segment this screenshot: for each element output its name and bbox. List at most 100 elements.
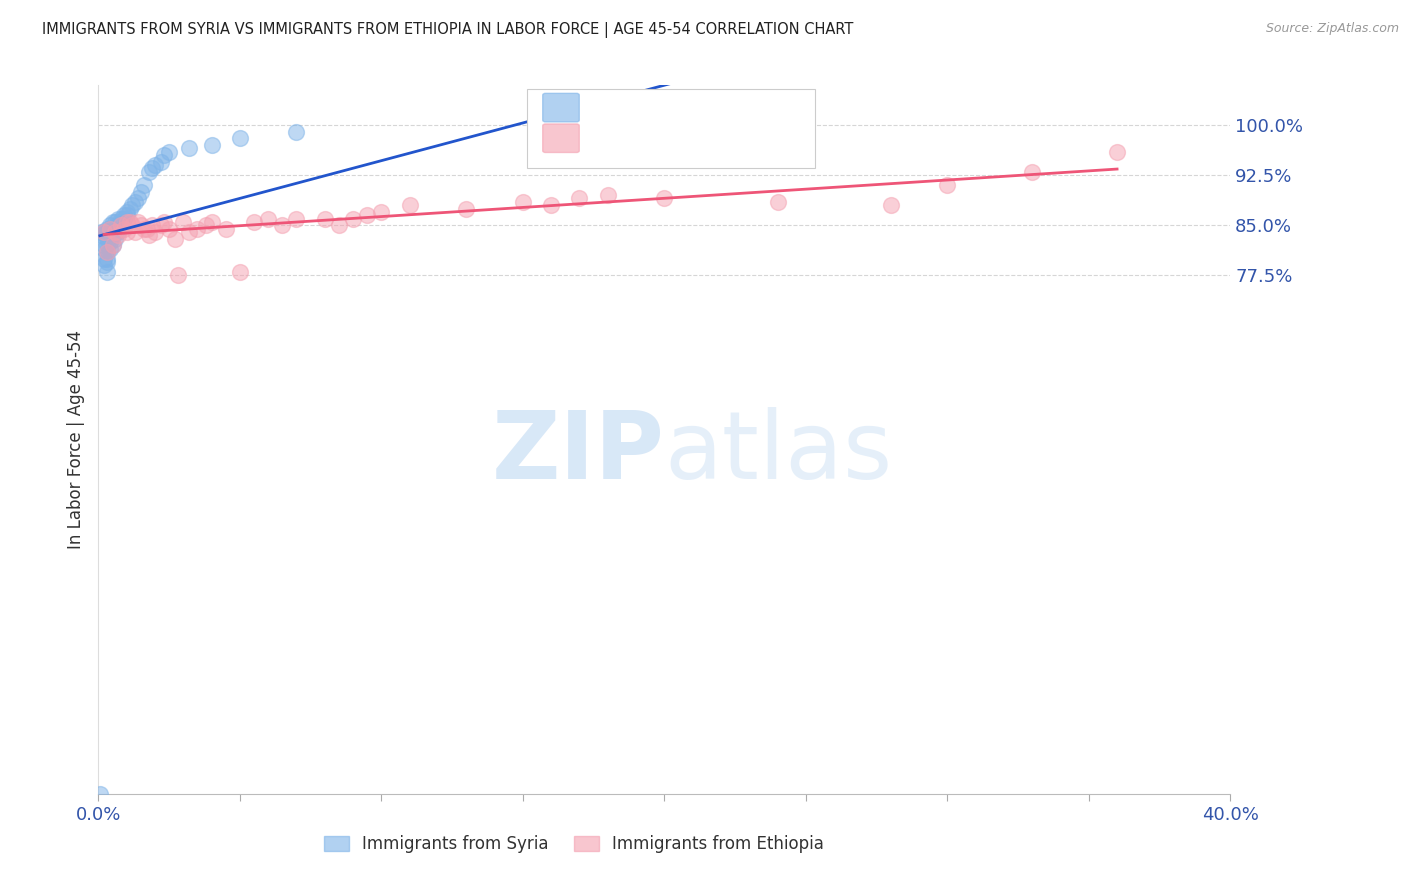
Point xyxy=(107,221,129,235)
Point xyxy=(141,161,163,176)
Point xyxy=(98,219,121,233)
Point xyxy=(93,225,115,239)
Point xyxy=(121,219,143,233)
Point xyxy=(194,219,217,233)
Point xyxy=(1021,164,1043,178)
Point xyxy=(157,145,180,159)
Point xyxy=(127,215,149,229)
Point xyxy=(398,198,420,212)
Point xyxy=(328,219,350,233)
Point xyxy=(201,215,224,229)
Point xyxy=(101,221,124,235)
Point xyxy=(110,219,132,233)
Text: atlas: atlas xyxy=(665,408,893,500)
Point xyxy=(257,211,280,226)
Text: N = 53: N = 53 xyxy=(724,135,785,153)
Point xyxy=(132,221,155,235)
Point xyxy=(356,208,378,222)
Point xyxy=(104,215,127,229)
Point xyxy=(568,192,591,206)
Point xyxy=(314,211,336,226)
Point xyxy=(101,238,124,252)
Point xyxy=(177,225,200,239)
Point xyxy=(112,221,135,235)
Point xyxy=(96,225,118,239)
Point xyxy=(172,215,194,229)
Point xyxy=(96,238,118,252)
Point xyxy=(215,221,238,235)
Text: R = 0.530: R = 0.530 xyxy=(585,104,672,122)
Point xyxy=(512,194,534,209)
Point xyxy=(107,219,129,233)
Point xyxy=(107,225,129,239)
Point xyxy=(370,205,392,219)
Point xyxy=(98,242,121,256)
Point xyxy=(96,265,118,279)
Point xyxy=(101,238,124,252)
Point xyxy=(110,219,132,233)
Point xyxy=(93,252,115,266)
Point xyxy=(141,219,163,233)
Point xyxy=(89,787,111,801)
Point xyxy=(96,252,118,266)
Point xyxy=(243,215,266,229)
Point xyxy=(115,208,138,222)
Point xyxy=(652,192,676,206)
Point xyxy=(271,219,294,233)
Point xyxy=(93,238,115,252)
Point xyxy=(107,228,129,243)
Point xyxy=(129,219,152,233)
Point xyxy=(127,192,149,206)
Point xyxy=(96,228,118,243)
Point xyxy=(104,225,127,239)
Point xyxy=(936,178,959,193)
Point xyxy=(118,215,141,229)
Point xyxy=(110,215,132,229)
Point xyxy=(596,188,619,202)
Point xyxy=(121,198,143,212)
Point xyxy=(96,255,118,269)
Point xyxy=(98,221,121,235)
Point xyxy=(124,225,146,239)
Point xyxy=(540,198,562,212)
Point xyxy=(101,225,124,239)
Point xyxy=(96,244,118,259)
Point xyxy=(98,225,121,239)
Point xyxy=(112,211,135,226)
Point xyxy=(138,164,160,178)
Point xyxy=(104,221,127,235)
Point xyxy=(201,138,224,153)
Point xyxy=(124,194,146,209)
Point xyxy=(342,211,364,226)
Point xyxy=(96,232,118,246)
Point xyxy=(104,232,127,246)
Point xyxy=(143,225,166,239)
Point xyxy=(115,205,138,219)
Point xyxy=(1107,145,1129,159)
Point xyxy=(229,131,252,145)
Point xyxy=(285,211,308,226)
Point xyxy=(110,211,132,226)
Point xyxy=(177,141,200,155)
Point xyxy=(96,221,118,235)
Point xyxy=(132,178,155,193)
Point xyxy=(186,221,208,235)
Text: N = 61: N = 61 xyxy=(724,104,785,122)
Point xyxy=(93,225,115,239)
Point xyxy=(96,244,118,259)
Point xyxy=(138,228,160,243)
Point xyxy=(93,259,115,273)
Point xyxy=(98,235,121,249)
Point xyxy=(90,228,112,243)
Point xyxy=(98,228,121,243)
Point xyxy=(93,242,115,256)
Legend: Immigrants from Syria, Immigrants from Ethiopia: Immigrants from Syria, Immigrants from E… xyxy=(318,829,831,860)
Point xyxy=(107,211,129,226)
Point xyxy=(143,158,166,172)
Point xyxy=(118,202,141,216)
Point xyxy=(285,125,308,139)
Point xyxy=(166,268,188,283)
Point xyxy=(766,194,789,209)
Point xyxy=(157,221,180,235)
Text: Source: ZipAtlas.com: Source: ZipAtlas.com xyxy=(1265,22,1399,36)
